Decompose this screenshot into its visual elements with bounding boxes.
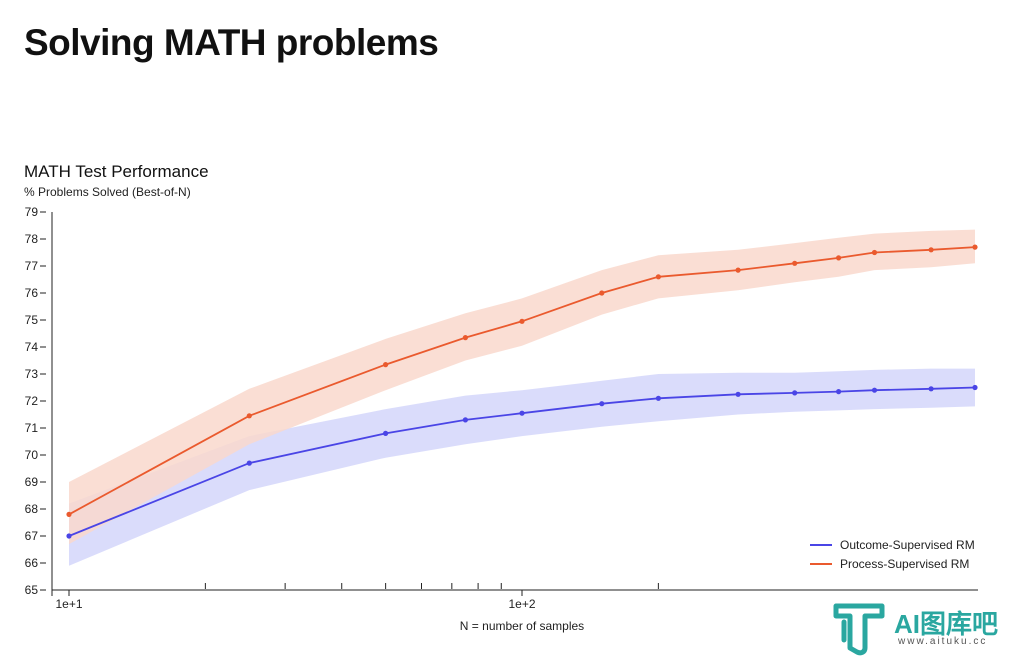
y-tick-label: 77: [25, 259, 39, 273]
watermark-url: www.aituku.cc: [898, 636, 988, 647]
point-series-1: [972, 244, 978, 250]
y-tick-label: 78: [25, 232, 39, 246]
band-series-0: [69, 368, 975, 566]
y-tick-label: 68: [25, 502, 39, 516]
y-tick-label: 65: [25, 583, 39, 597]
axes: 65 66 67 68 69 70 71 72 73 74 75 76 77 78 79 1e+1 1e+2: [25, 205, 978, 611]
y-tick-label: 74: [25, 340, 39, 354]
point-series-0: [735, 391, 741, 397]
watermark: AI图库吧 www.aituku.cc: [832, 600, 1022, 656]
point-series-0: [519, 410, 525, 416]
point-series-1: [735, 267, 741, 273]
legend-label: Process-Supervised RM: [840, 557, 969, 571]
point-series-1: [655, 274, 662, 280]
point-series-1: [836, 255, 842, 261]
point-series-1: [871, 249, 878, 256]
page-title: Solving MATH problems: [24, 22, 439, 63]
point-series-0: [66, 533, 72, 539]
y-tick-label: 71: [25, 421, 39, 435]
legend-label: Outcome-Supervised RM: [840, 538, 975, 552]
confidence-bands: [69, 229, 975, 566]
point-series-0: [462, 417, 468, 423]
x-tick-label: 1e+2: [508, 597, 535, 611]
point-series-0: [836, 389, 842, 395]
legend: Outcome-Supervised RM Process-Supervised …: [810, 538, 975, 571]
x-axis-label: N = number of samples: [459, 619, 585, 633]
point-series-0: [792, 390, 798, 396]
y-tick-label: 72: [25, 394, 39, 408]
point-series-0: [972, 384, 978, 391]
point-series-1: [792, 260, 798, 266]
point-series-1: [383, 362, 389, 368]
watermark-brand: AI图库吧: [894, 609, 999, 639]
y-tick-label: 75: [25, 313, 39, 327]
point-series-1: [519, 318, 525, 324]
chart-title: MATH Test Performance: [24, 162, 209, 181]
y-axis-label: % Problems Solved (Best-of-N): [24, 185, 191, 199]
point-series-0: [655, 395, 662, 401]
band-series-1: [69, 229, 975, 545]
point-series-0: [246, 460, 252, 466]
point-series-1: [599, 290, 605, 296]
y-tick-label: 69: [25, 475, 39, 489]
point-series-1: [246, 413, 252, 419]
y-tick-label: 70: [25, 448, 39, 462]
point-series-1: [66, 511, 72, 517]
y-tick-label: 66: [25, 556, 39, 570]
y-tick-label: 76: [25, 286, 39, 300]
series-points: [66, 244, 978, 539]
watermark-logo-icon: [833, 603, 885, 656]
y-tick-label: 67: [25, 529, 39, 543]
point-series-1: [928, 247, 934, 253]
point-series-1: [462, 335, 468, 341]
point-series-0: [383, 430, 389, 436]
x-tick-label: 1e+1: [55, 597, 82, 611]
y-tick-label: 79: [25, 205, 39, 219]
point-series-0: [928, 386, 934, 392]
y-tick-label: 73: [25, 367, 39, 381]
point-series-0: [871, 387, 878, 393]
point-series-0: [599, 401, 605, 407]
